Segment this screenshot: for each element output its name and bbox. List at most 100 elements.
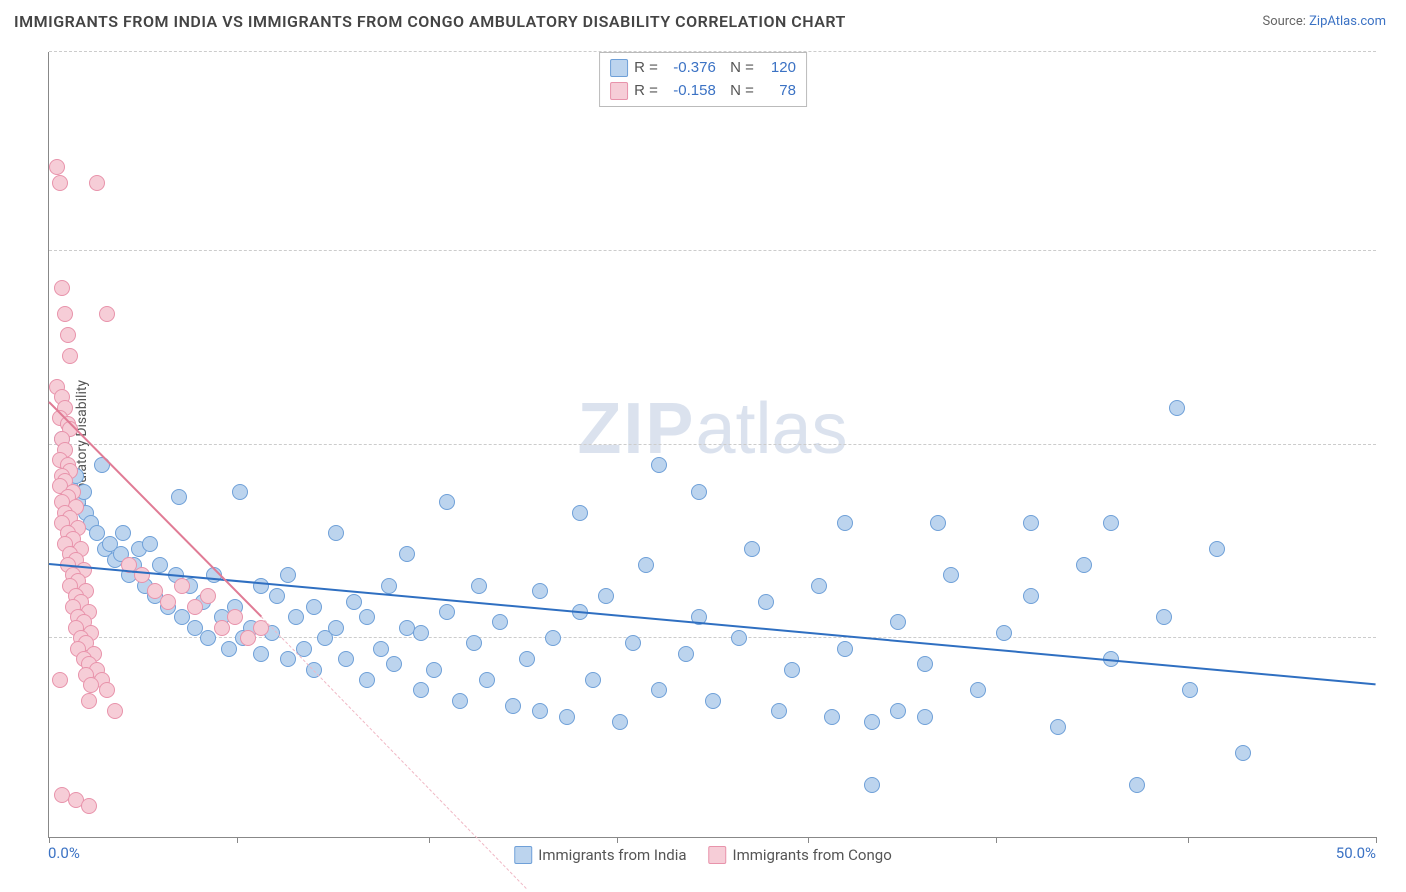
scatter-point [1050, 719, 1066, 735]
legend-item-congo: Immigrants from Congo [709, 846, 892, 864]
scatter-point [253, 646, 269, 662]
scatter-point [811, 578, 827, 594]
scatter-point [492, 614, 508, 630]
x-axis-max-label: 50.0% [1336, 844, 1376, 862]
y-tick-label: 3.8% [1382, 620, 1406, 638]
scatter-point [864, 714, 880, 730]
scatter-point [359, 672, 375, 688]
scatter-point [152, 557, 168, 573]
scatter-point [625, 635, 641, 651]
scatter-point [346, 594, 362, 610]
scatter-point [439, 494, 455, 510]
scatter-point [1169, 400, 1185, 416]
scatter-point [200, 630, 216, 646]
scatter-point [466, 635, 482, 651]
swatch-india [610, 59, 628, 77]
scatter-point [83, 677, 99, 693]
r-label: R = [634, 57, 658, 80]
scatter-point [837, 515, 853, 531]
scatter-point [545, 630, 561, 646]
scatter-point [532, 583, 548, 599]
scatter-point [89, 175, 105, 191]
scatter-point [269, 588, 285, 604]
x-tick [429, 837, 430, 843]
stats-row-india: R = -0.376 N = 120 [610, 57, 796, 80]
scatter-point [837, 641, 853, 657]
scatter-point [705, 693, 721, 709]
scatter-point [917, 656, 933, 672]
r-value-india: -0.376 [664, 57, 716, 80]
scatter-point [107, 703, 123, 719]
y-tick-label: 11.2% [1382, 233, 1406, 251]
scatter-point [240, 630, 256, 646]
scatter-point [373, 641, 389, 657]
scatter-point [232, 484, 248, 500]
scatter-point [227, 609, 243, 625]
scatter-layer [49, 52, 1376, 837]
scatter-point [930, 515, 946, 531]
x-tick [1188, 837, 1189, 843]
scatter-point [288, 609, 304, 625]
scatter-point [559, 709, 575, 725]
chart-header: IMMIGRANTS FROM INDIA VS IMMIGRANTS FROM… [0, 0, 1406, 42]
scatter-point [1023, 588, 1039, 604]
scatter-point [399, 546, 415, 562]
scatter-point [890, 703, 906, 719]
chart-title: IMMIGRANTS FROM INDIA VS IMMIGRANTS FROM… [14, 12, 846, 31]
correlation-stats-box: R = -0.376 N = 120 R = -0.158 N = 78 [599, 52, 807, 107]
series-legend: Immigrants from India Immigrants from Co… [514, 846, 892, 864]
scatter-point [214, 620, 230, 636]
scatter-point [612, 714, 628, 730]
scatter-point [160, 594, 176, 610]
scatter-point [174, 578, 190, 594]
scatter-point [1129, 777, 1145, 793]
scatter-point [99, 682, 115, 698]
scatter-point [338, 651, 354, 667]
x-tick [1376, 837, 1377, 843]
source-link[interactable]: ZipAtlas.com [1309, 14, 1386, 29]
scatter-point [1156, 609, 1172, 625]
scatter-point [996, 625, 1012, 641]
scatter-point [187, 599, 203, 615]
legend-item-india: Immigrants from India [514, 846, 686, 864]
scatter-point [221, 641, 237, 657]
y-tick-label: 7.5% [1382, 427, 1406, 445]
x-tick [237, 837, 238, 843]
n-label: N = [722, 57, 754, 80]
scatter-point [328, 525, 344, 541]
scatter-point [99, 306, 115, 322]
swatch-congo [610, 82, 628, 100]
source-prefix: Source: [1262, 14, 1309, 29]
scatter-point [413, 625, 429, 641]
scatter-point [1023, 515, 1039, 531]
scatter-point [1076, 557, 1092, 573]
scatter-point [134, 567, 150, 583]
scatter-point [864, 777, 880, 793]
scatter-point [52, 175, 68, 191]
scatter-point [572, 505, 588, 521]
scatter-point [771, 703, 787, 719]
scatter-point [890, 614, 906, 630]
scatter-point [505, 698, 521, 714]
scatter-point [598, 588, 614, 604]
scatter-point [943, 567, 959, 583]
legend-swatch-india [514, 846, 532, 864]
scatter-point [115, 525, 131, 541]
scatter-point [359, 609, 375, 625]
scatter-point [585, 672, 601, 688]
scatter-point [328, 620, 344, 636]
scatter-point [171, 489, 187, 505]
r-label: R = [634, 80, 658, 103]
scatter-point [532, 703, 548, 719]
scatter-point [49, 159, 65, 175]
scatter-point [280, 567, 296, 583]
scatter-point [1209, 541, 1225, 557]
x-tick [617, 837, 618, 843]
scatter-point [519, 651, 535, 667]
scatter-point [280, 651, 296, 667]
scatter-point [62, 348, 78, 364]
r-value-congo: -0.158 [664, 80, 716, 103]
scatter-point [253, 578, 269, 594]
scatter-point [57, 306, 73, 322]
scatter-point [81, 798, 97, 814]
